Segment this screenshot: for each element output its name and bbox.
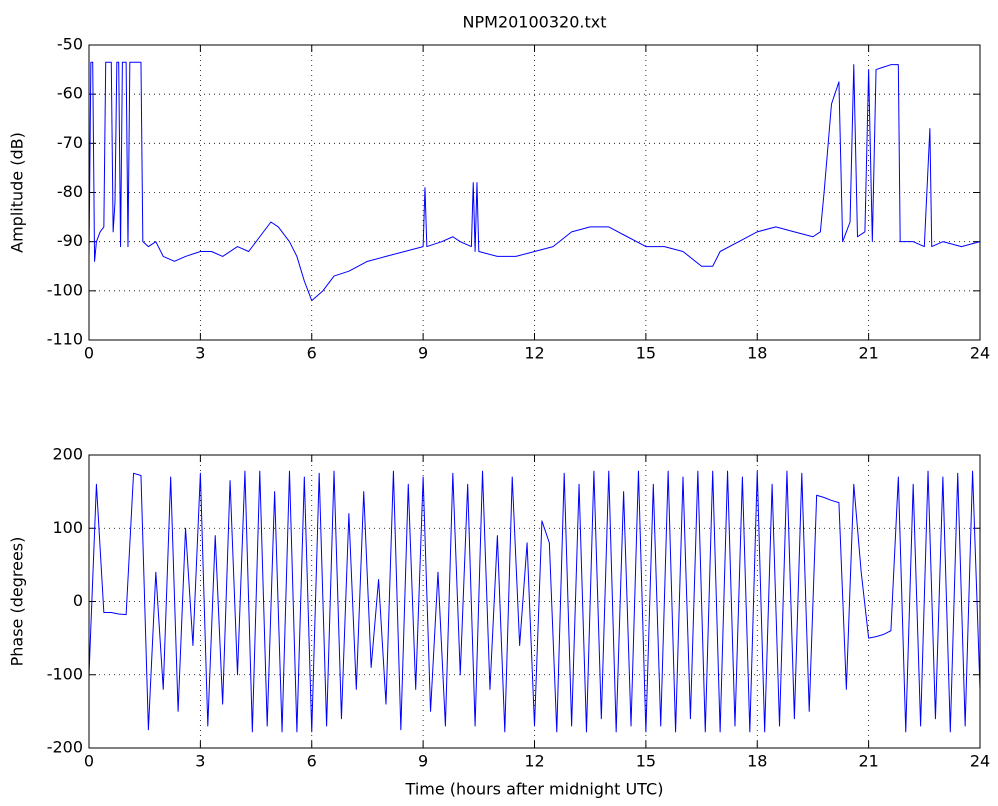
x-tick-label: 24 [970,344,990,363]
y-tick-label: -110 [47,330,83,349]
y-axis-label: Amplitude (dB) [8,132,27,253]
x-tick-label: 6 [307,344,317,363]
x-tick-label: 24 [970,752,990,771]
x-tick-label: 15 [636,344,656,363]
x-tick-label: 6 [307,752,317,771]
y-tick-label: -50 [57,35,83,54]
x-tick-label: 12 [524,344,544,363]
y-tick-label: -200 [47,738,83,757]
x-axis-label: Time (hours after midnight UTC) [405,780,664,799]
axes-frame [88,454,981,749]
y-tick-label: 0 [73,591,83,610]
x-tick-label: 3 [195,344,205,363]
y-tick-label: -70 [57,133,83,152]
x-tick-label: 18 [747,752,767,771]
y-axis-label: Phase (degrees) [8,537,27,667]
y-tick-label: -90 [57,231,83,250]
x-tick-label: 21 [858,344,878,363]
y-tick-label: 200 [52,445,83,464]
x-tick-label: 0 [84,344,94,363]
x-tick-label: 9 [418,752,428,771]
y-tick-label: -100 [47,280,83,299]
x-tick-label: 3 [195,752,205,771]
data-line [88,61,981,302]
y-tick-label: -100 [47,664,83,683]
x-tick-label: 21 [858,752,878,771]
x-tick-label: 18 [747,344,767,363]
chart-title: NPM20100320.txt [463,13,607,32]
x-tick-label: 15 [636,752,656,771]
axes-frame [88,44,981,341]
x-tick-label: 9 [418,344,428,363]
x-tick-label: 0 [84,752,94,771]
y-tick-label: -60 [57,84,83,103]
y-tick-label: 100 [52,518,83,537]
x-tick-label: 12 [524,752,544,771]
data-line [88,470,981,733]
y-tick-label: -80 [57,182,83,201]
